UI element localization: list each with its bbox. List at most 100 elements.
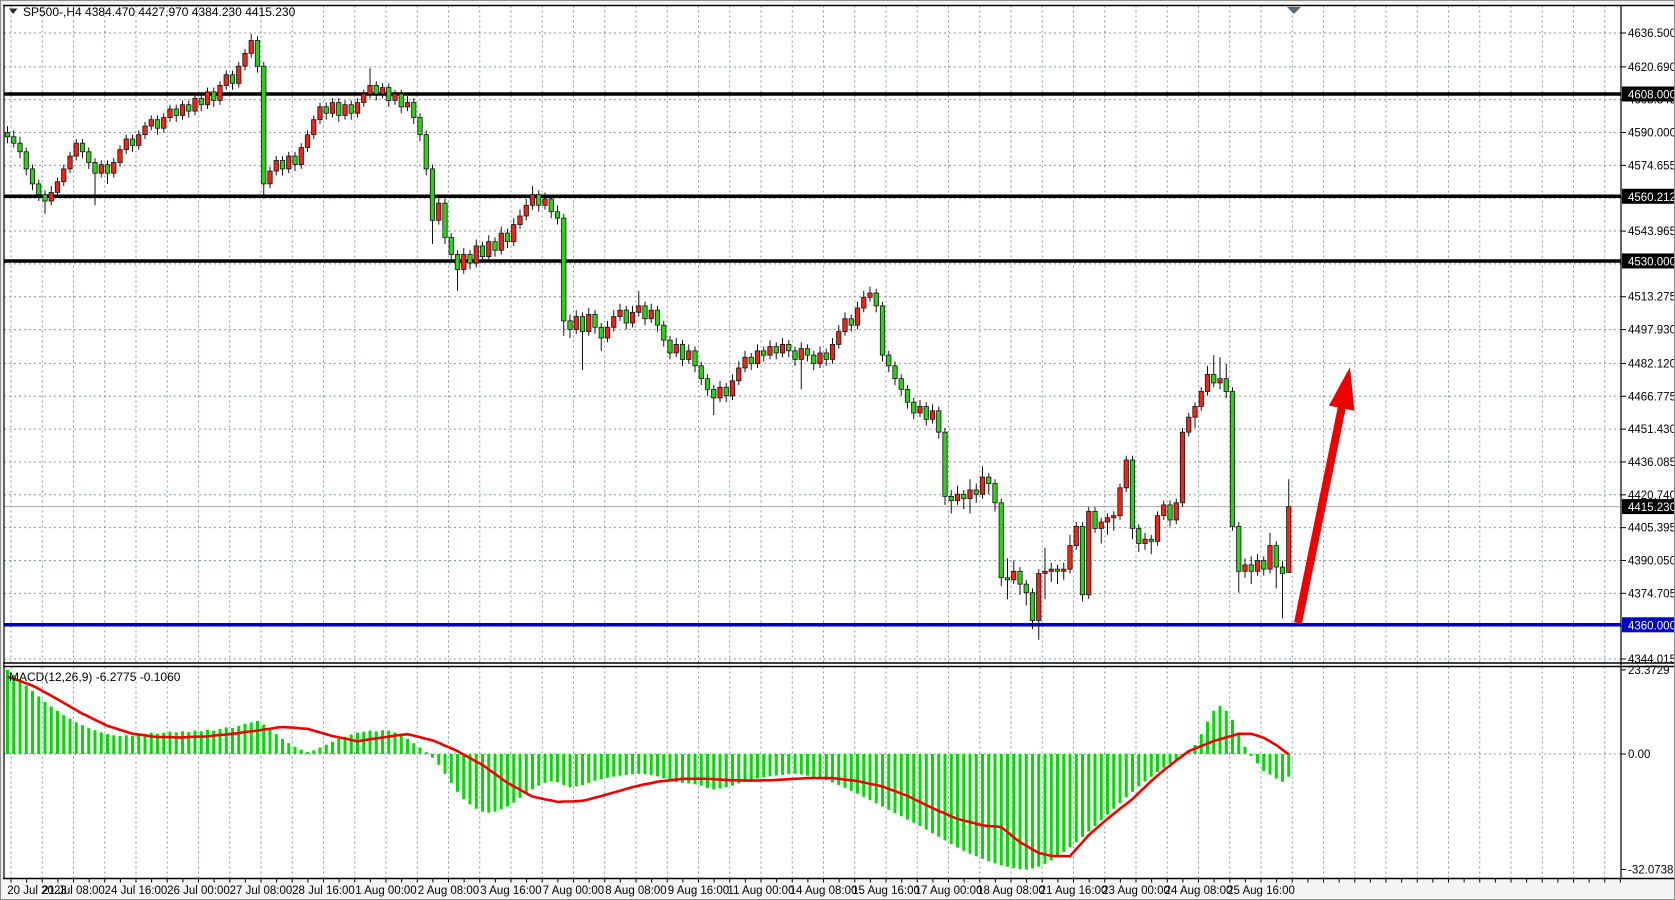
trend-arrow[interactable] (1294, 367, 1355, 624)
candle-up (123, 138, 129, 151)
shift-triangle-icon[interactable] (1287, 7, 1301, 14)
candle-up (767, 346, 773, 356)
candle-up (404, 102, 411, 108)
macd-histogram-bar (431, 754, 434, 758)
macd-histogram-bar (1206, 721, 1209, 754)
macd-histogram-bar (512, 754, 516, 803)
time-tick-label: 21 Aug 16:00 (1040, 885, 1108, 897)
macd-axis[interactable]: 23.3729 0.00 -32.0738 (1621, 665, 1673, 877)
macd-histogram-bar (543, 754, 547, 783)
macd-histogram-bar (506, 754, 509, 807)
candle-down (348, 104, 354, 114)
macd-histogram-bar (1043, 754, 1047, 864)
price-tick-label: 4590.000 (1628, 128, 1675, 140)
macd-histogram-bar (1168, 754, 1172, 764)
macd-histogram-bar (1143, 754, 1147, 782)
macd-histogram-bar (1274, 754, 1278, 779)
candle-up (473, 245, 479, 264)
price-badge (1622, 86, 1674, 102)
macd-histogram-bar (624, 754, 628, 775)
candle-down (904, 388, 911, 403)
candle-up (1111, 515, 1117, 519)
macd-histogram-bar (1212, 710, 1216, 754)
candle-down (554, 211, 561, 219)
candle-down (961, 493, 967, 499)
macd-histogram-bar (37, 696, 41, 754)
candle-down (1092, 510, 1098, 529)
macd-histogram-bar (718, 754, 722, 789)
macd-histogram-bar (681, 754, 684, 783)
macd-histogram-bar (1074, 754, 1078, 843)
arrow-head[interactable] (1328, 367, 1355, 411)
candle-down (279, 159, 286, 170)
candle-up (392, 93, 398, 101)
candle-down (761, 350, 767, 356)
macd-histogram-bar (568, 754, 572, 788)
candle-up (686, 350, 692, 360)
macd-histogram-bar (481, 754, 484, 812)
candle-up (111, 162, 117, 174)
symbol-dropdown-icon[interactable] (9, 8, 18, 15)
candle-down (129, 138, 136, 146)
macd-histogram-bar (712, 754, 716, 790)
macd-histogram-bar (931, 754, 934, 834)
macd-histogram-bar (518, 754, 522, 798)
macd-histogram-bar (1256, 754, 1259, 763)
macd-histogram-bar (268, 729, 272, 754)
macd-histogram-bar (874, 754, 878, 804)
candle-down (17, 142, 23, 153)
candle-down (1054, 568, 1061, 572)
time-tick-label: 2 Aug 08:00 (418, 885, 479, 897)
candle-down (898, 378, 904, 390)
candle-up (436, 202, 442, 221)
candle-up (1198, 391, 1204, 407)
candle-down (198, 97, 204, 106)
candle-up (842, 318, 848, 332)
candle-up (236, 65, 242, 84)
price-badge (1622, 499, 1674, 515)
candle-down (1236, 525, 1242, 572)
candle-up (286, 155, 292, 170)
candle-up (836, 331, 842, 345)
macd-histogram-bar (537, 754, 541, 786)
macd-histogram-bar (281, 738, 284, 754)
price-axis[interactable]: 4636.5004620.6904605.3454590.0004574.655… (1621, 28, 1675, 666)
arrow-shaft[interactable] (1294, 401, 1347, 624)
macd-histogram-bar (424, 752, 428, 754)
macd-histogram-bar (968, 754, 972, 854)
candle-down (36, 183, 42, 195)
macd-histogram-bar (612, 754, 616, 777)
macd-histogram-bar (774, 754, 778, 776)
candle-up (1104, 517, 1111, 523)
candle-up (161, 117, 167, 129)
time-tick-label: 25 Aug 16:00 (1227, 885, 1295, 897)
macd-histogram-bar (418, 747, 422, 754)
candle-down (911, 401, 917, 414)
candle-up (1061, 568, 1067, 572)
macd-histogram-bar (1112, 754, 1116, 809)
candle-down (429, 168, 436, 221)
macd-histogram-bar (918, 754, 922, 826)
chart-shift-marker[interactable] (1287, 7, 1301, 14)
candle-down (186, 104, 192, 112)
level-lines-layer[interactable] (4, 92, 1621, 627)
macd-histogram-bar (387, 730, 391, 754)
macd-histogram-bar (462, 754, 466, 799)
macd-histogram-bar (562, 754, 566, 785)
candle-up (979, 476, 986, 495)
macd-histogram-bar (1174, 754, 1178, 761)
candle-up (67, 155, 73, 170)
candle-up (117, 149, 123, 163)
macd-histogram-bar (118, 736, 122, 754)
macd-histogram-bar (1243, 746, 1247, 754)
candle-up (298, 147, 304, 166)
macd-histogram-bar (362, 731, 366, 754)
macd-histogram-bar (43, 701, 47, 754)
candle-down (336, 102, 342, 116)
price-tick-label: 4436.085 (1628, 457, 1675, 469)
candle-down (29, 168, 36, 185)
macd-histogram-bar (724, 754, 728, 788)
candle-up (1173, 502, 1179, 521)
